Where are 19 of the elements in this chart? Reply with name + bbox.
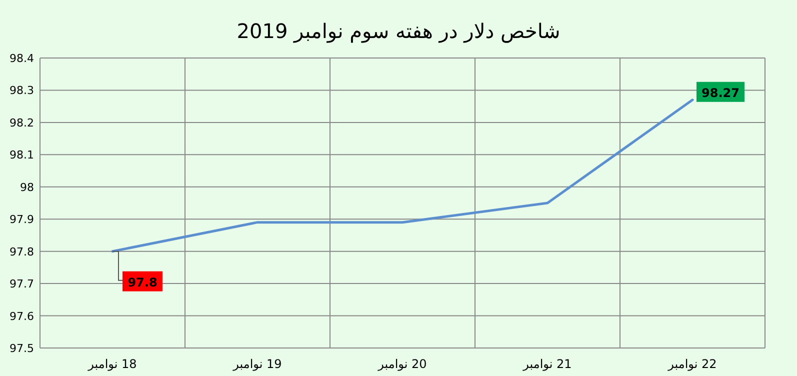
- y-tick-label: 97.7: [10, 278, 34, 291]
- chart-title: شاخص دلار در هفته سوم نوامبر 2019: [236, 19, 560, 43]
- data-label: 98.27: [702, 86, 740, 100]
- x-tick-label: 20 نوامبر: [377, 357, 427, 371]
- y-tick-label: 97.5: [10, 342, 34, 355]
- x-tick-label: 18 نوامبر: [87, 357, 137, 371]
- y-tick-label: 98.1: [10, 148, 34, 162]
- y-tick-label: 97.8: [10, 245, 34, 258]
- x-tick-label: 19 نوامبر: [232, 357, 282, 371]
- x-tick-label: 21 نوامبر: [522, 357, 572, 371]
- y-tick-label: 98.3: [10, 84, 34, 98]
- y-tick-label: 97.6: [10, 310, 34, 323]
- y-tick-label: 98.4: [10, 52, 34, 65]
- data-label: 97.8: [128, 275, 158, 290]
- y-tick-label: 97.9: [10, 213, 34, 226]
- y-tick-label: 98.2: [10, 116, 34, 130]
- line-series: [111, 98, 694, 253]
- y-tick-label: 98: [20, 180, 34, 194]
- x-tick-label: 22 نوامبر: [667, 357, 717, 371]
